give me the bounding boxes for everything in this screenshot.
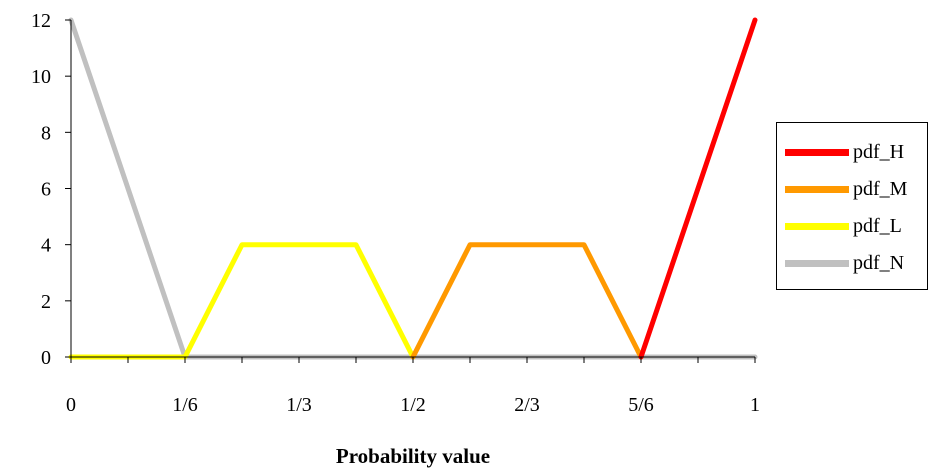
legend: pdf_H pdf_M pdf_L pdf_N (776, 122, 928, 290)
y-tick-label: 6 (41, 179, 51, 201)
x-tick-label: 0 (66, 394, 76, 416)
legend-swatch (785, 259, 849, 267)
series-line-pdf-h (638, 17, 758, 360)
y-tick-label: 4 (41, 235, 51, 257)
y-tick-label: 12 (31, 10, 51, 32)
legend-item-pdf-h: pdf_H (785, 137, 904, 167)
chart: 0 2 4 6 8 10 12 0 1/6 1/3 1/2 2/3 5/6 1 Probability v… (31, 10, 760, 468)
legend-swatch (785, 222, 849, 230)
legend-label: pdf_L (853, 214, 902, 237)
x-tick-label: 1/6 (172, 394, 198, 416)
y-tick-label: 10 (31, 66, 51, 88)
legend-swatch (785, 148, 849, 156)
x-tick-label: 1/3 (286, 394, 312, 416)
y-tick-label: 2 (41, 291, 51, 313)
series-line-pdf-m (410, 242, 644, 360)
y-tick-label: 8 (41, 122, 51, 144)
legend-item-pdf-n: pdf_N (785, 248, 904, 278)
series-line-pdf-l (68, 242, 416, 360)
x-tick-label: 1/2 (400, 394, 426, 416)
x-axis-title: Probability value (336, 444, 490, 468)
legend-item-pdf-l: pdf_L (785, 211, 902, 241)
x-tick-label: 5/6 (628, 394, 654, 416)
y-tick-label: 0 (41, 347, 51, 369)
legend-label: pdf_N (853, 251, 905, 274)
axes-layer (65, 19, 756, 363)
x-tick-label: 2/3 (514, 394, 540, 416)
legend-label: pdf_H (853, 140, 905, 163)
series-layer (68, 17, 758, 360)
legend-item-pdf-m: pdf_M (785, 174, 907, 204)
legend-swatch (785, 185, 849, 193)
series-line-pdf-n (68, 17, 758, 360)
labels-layer: 0 2 4 6 8 10 12 0 1/6 1/3 1/2 2/3 5/6 1 (31, 10, 760, 416)
legend-label: pdf_M (853, 177, 908, 200)
x-tick-label: 1 (750, 394, 760, 416)
